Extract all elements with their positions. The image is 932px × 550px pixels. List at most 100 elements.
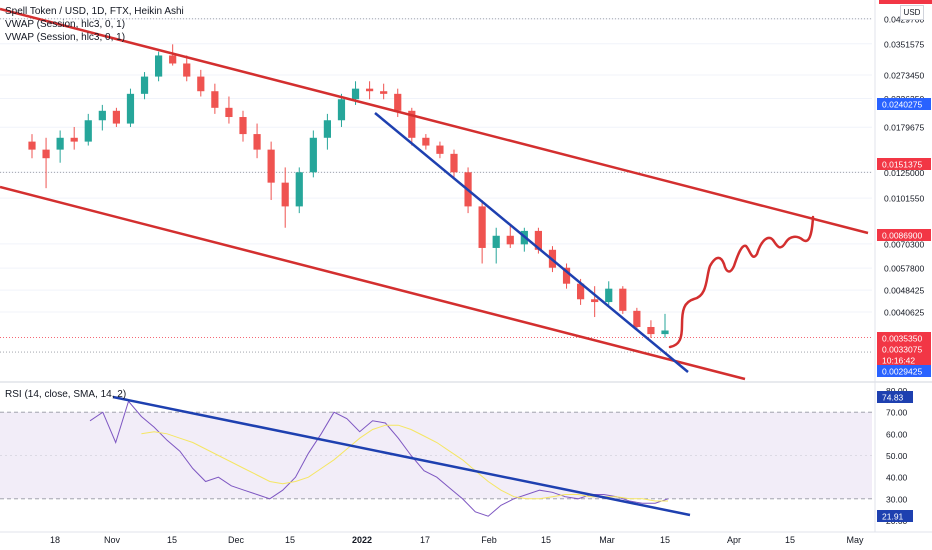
candle-body <box>309 137 317 173</box>
time-tick-label: 18 <box>50 535 60 545</box>
rsi-legend[interactable]: RSI (14, close, SMA, 14, 2) <box>5 389 127 400</box>
time-tick-label: Apr <box>727 535 741 545</box>
candle <box>112 107 120 127</box>
price-label: 0.0086900 <box>877 229 931 241</box>
candle <box>591 286 599 318</box>
candle <box>450 149 458 178</box>
price-tick-label: 0.0101550 <box>884 194 924 204</box>
price-label-bg <box>877 332 931 344</box>
vwap-legend-1[interactable]: VWAP (Session, hlc3, 0, 1) <box>5 19 126 30</box>
candle-body <box>98 110 106 121</box>
candle <box>309 130 317 178</box>
projection-path <box>668 215 815 349</box>
price-label-text: 0.0086900 <box>882 231 922 241</box>
candle <box>633 307 641 331</box>
price-label-bg <box>877 158 931 170</box>
candle-body <box>661 330 669 335</box>
candle <box>239 110 247 142</box>
rsi-value-label: 74.83 <box>877 391 913 403</box>
rsi-value-label-text: 74.83 <box>882 393 904 403</box>
candle-body <box>394 93 402 111</box>
rsi-tick-label: 40.00 <box>886 473 908 483</box>
channel-upper-line <box>0 7 869 235</box>
price-label-text: 0.0240275 <box>882 100 922 110</box>
candle <box>647 320 655 338</box>
time-tick-label: 17 <box>420 535 430 545</box>
candle-body <box>225 107 233 118</box>
candle-body <box>239 117 247 135</box>
time-tick-label: Feb <box>481 535 497 545</box>
candle <box>366 81 374 100</box>
time-tick-label: 15 <box>285 535 295 545</box>
candle-body <box>70 137 78 142</box>
candle-body <box>380 91 388 94</box>
candle <box>422 134 430 150</box>
rsi-tick-label: 60.00 <box>886 429 908 439</box>
rsi-value-label-bg <box>877 510 913 522</box>
candle-body <box>408 110 416 138</box>
time-tick-label: Nov <box>104 535 121 545</box>
rsi-value-label-text: 21.91 <box>882 512 904 522</box>
time-tick-label: 15 <box>167 535 177 545</box>
candle <box>253 123 261 159</box>
candle <box>84 113 92 146</box>
candle-body <box>619 288 627 311</box>
rsi-line <box>89 400 669 517</box>
candle <box>295 167 303 214</box>
price-label-bg <box>877 343 931 355</box>
candle-body <box>140 76 149 94</box>
price-tick-label: 0.0040625 <box>884 307 924 317</box>
time-tick-label: 2022 <box>352 535 372 545</box>
rsi-ma-line <box>141 424 668 502</box>
candle <box>506 224 514 248</box>
candle-body <box>197 76 205 92</box>
candle-body <box>155 55 163 77</box>
vwap-legend-2[interactable]: VWAP (Session, hlc3, 0, 1) <box>5 32 126 43</box>
candle-body <box>591 299 599 303</box>
channel-lower-line <box>0 185 746 381</box>
candle <box>323 113 331 150</box>
candle <box>619 286 627 314</box>
candle-body <box>436 145 444 154</box>
candle-body <box>169 55 177 64</box>
candle <box>211 83 219 114</box>
candle <box>337 93 346 127</box>
candle <box>492 227 500 264</box>
candle-body <box>492 235 500 248</box>
price-tick-label: 0.0125000 <box>884 168 924 178</box>
price-label-text: 0.0033075 <box>882 345 922 355</box>
candle-body <box>323 120 331 138</box>
candle-body <box>337 99 346 121</box>
chart-title[interactable]: Spell Token / USD, 1D, FTX, Heikin Ashi <box>5 6 184 17</box>
price-label-text: 0.0029425 <box>882 367 922 377</box>
candle <box>183 55 191 82</box>
price-trend-line <box>374 112 689 373</box>
candle <box>140 72 149 100</box>
candle <box>436 141 444 159</box>
candle-body <box>295 172 303 207</box>
time-tick-label: 15 <box>785 535 795 545</box>
candle <box>661 313 669 338</box>
candle <box>98 104 106 131</box>
candle <box>562 263 571 289</box>
rsi-trend-line <box>112 395 691 517</box>
price-label-text: 10:16:42 <box>882 356 915 366</box>
price-tick-label: 0.0070300 <box>884 239 924 249</box>
candle <box>155 51 163 82</box>
candle-body <box>253 134 261 150</box>
price-label-bg <box>877 354 931 366</box>
price-tick-label: 0.0351575 <box>884 39 924 49</box>
candle <box>267 141 275 201</box>
candle <box>126 88 135 127</box>
candle-body <box>281 182 289 207</box>
price-label: 10:16:42 <box>877 354 931 366</box>
time-tick-label: 15 <box>541 535 551 545</box>
candle-body <box>605 288 613 303</box>
candle <box>42 137 50 189</box>
candle-body <box>28 141 36 150</box>
candle-body <box>366 88 374 92</box>
currency-button[interactable]: USD <box>900 5 924 20</box>
candle-body <box>647 326 655 335</box>
time-tick-label: 15 <box>660 535 670 545</box>
